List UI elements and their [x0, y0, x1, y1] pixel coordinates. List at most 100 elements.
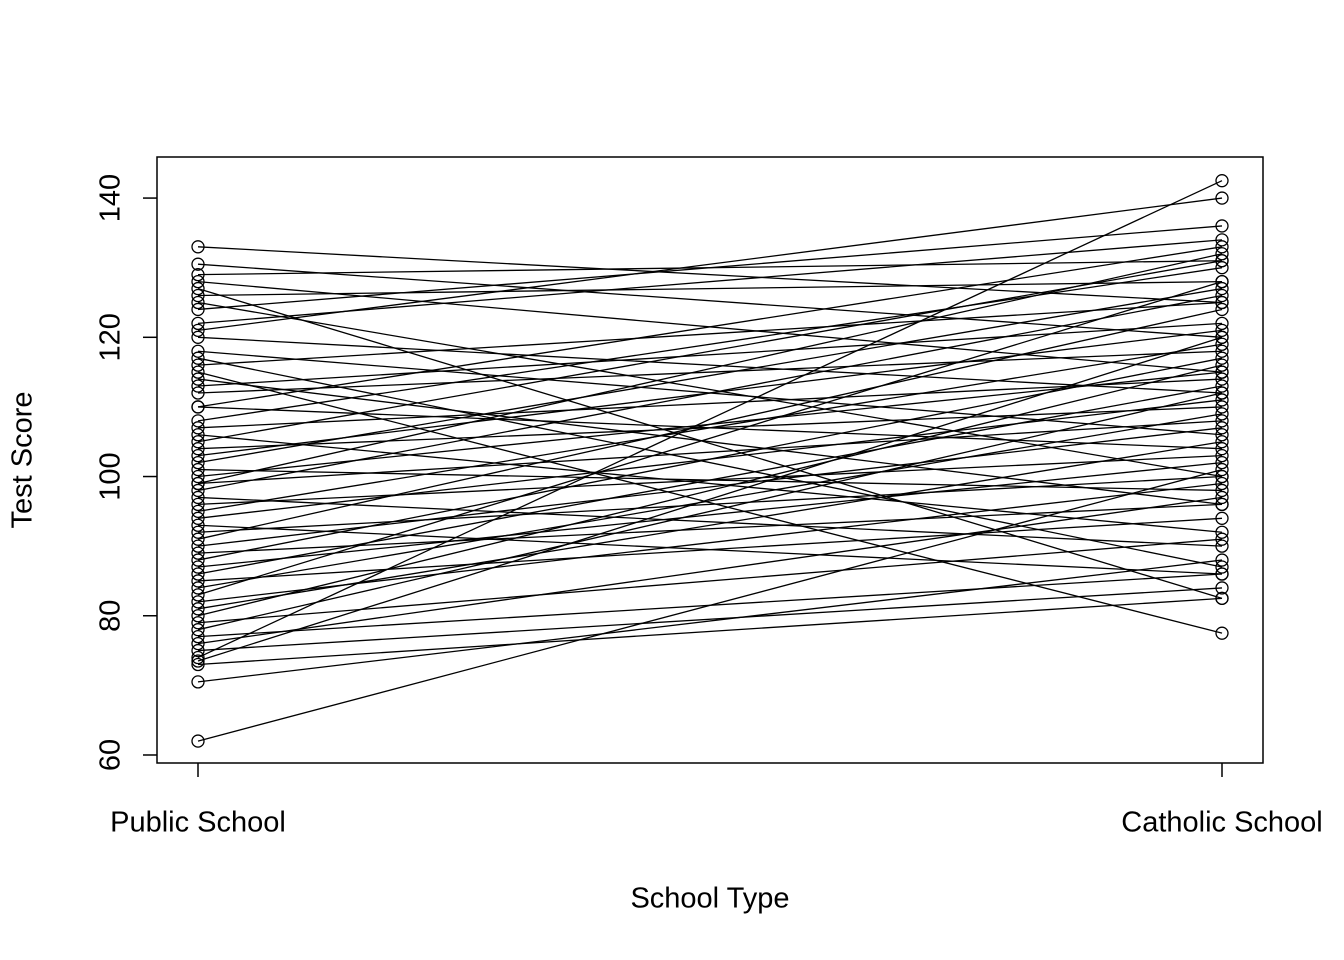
- point: [191, 442, 205, 456]
- series-line: [197, 357, 1223, 568]
- y-tick-label: 140: [95, 174, 127, 222]
- series-line: [197, 538, 1223, 624]
- point: [1215, 462, 1229, 477]
- x-tick-label: Catholic School: [1121, 807, 1323, 839]
- series-line: [197, 378, 1223, 506]
- point: [1215, 532, 1229, 546]
- point: [191, 240, 205, 254]
- y-tick-label: 60: [95, 739, 127, 771]
- point: [191, 372, 205, 386]
- point: [191, 567, 205, 581]
- point: [191, 525, 205, 539]
- point: [1215, 240, 1229, 254]
- y-tick-label: 80: [95, 600, 127, 632]
- point: [191, 636, 205, 651]
- series-line: [197, 225, 1223, 311]
- point: [191, 553, 205, 567]
- point: [1215, 254, 1229, 268]
- point: [1215, 442, 1229, 456]
- point: [1215, 379, 1229, 393]
- point: [191, 609, 205, 623]
- series-line: [197, 267, 1223, 422]
- series-line: [197, 180, 1223, 659]
- series-line: [197, 253, 1223, 485]
- series-line: [197, 322, 1223, 387]
- x-axis-label: School Type: [630, 883, 789, 915]
- point: [1215, 295, 1229, 310]
- point: [1215, 323, 1229, 337]
- point: [191, 351, 205, 365]
- series-line: [197, 343, 1223, 512]
- point: [191, 323, 205, 337]
- point: [191, 344, 205, 358]
- point: [191, 497, 205, 512]
- series-line: [197, 357, 1223, 561]
- series-line: [197, 587, 1223, 652]
- point: [191, 511, 205, 525]
- series-line: [197, 287, 1223, 599]
- point: [1215, 233, 1229, 247]
- series-line: [197, 517, 1223, 582]
- point: [191, 734, 205, 748]
- series-line: [197, 336, 1223, 662]
- point: [1215, 302, 1229, 317]
- point: [191, 428, 205, 442]
- point: [191, 448, 205, 463]
- point: [1215, 539, 1229, 553]
- series-line: [197, 263, 1223, 338]
- point: [1215, 365, 1229, 379]
- point: [191, 490, 205, 505]
- point: [191, 414, 205, 428]
- series-line: [197, 364, 1223, 617]
- point: [191, 616, 205, 630]
- point: [1215, 219, 1229, 233]
- point: [1215, 337, 1229, 351]
- point: [1215, 455, 1229, 470]
- point: [191, 400, 205, 414]
- point: [1215, 626, 1229, 640]
- point: [191, 257, 205, 271]
- point: [1215, 344, 1229, 358]
- point: [1215, 428, 1229, 442]
- point: [191, 581, 205, 595]
- point: [1215, 490, 1229, 505]
- point: [1215, 497, 1229, 512]
- series-line: [197, 441, 1223, 610]
- series-line: [197, 475, 1223, 533]
- point: [1215, 372, 1229, 386]
- point: [1215, 483, 1229, 498]
- point: [1215, 330, 1229, 344]
- point: [191, 629, 205, 644]
- point: [191, 643, 205, 658]
- point: [1215, 386, 1229, 400]
- point: [1215, 393, 1229, 407]
- point: [191, 650, 205, 665]
- point: [1215, 560, 1229, 574]
- point: [191, 654, 205, 668]
- point: [191, 365, 205, 379]
- point: [1215, 553, 1229, 567]
- point: [1215, 421, 1229, 435]
- point: [1215, 174, 1229, 188]
- point: [1215, 591, 1229, 606]
- point: [1215, 407, 1229, 421]
- point: [191, 483, 205, 498]
- point: [1215, 358, 1229, 372]
- series-line: [197, 392, 1223, 631]
- series-line: [197, 280, 1223, 297]
- series-line: [197, 371, 1223, 634]
- series-line: [197, 496, 1223, 547]
- point: [1215, 476, 1229, 491]
- series-line: [197, 239, 1223, 325]
- point: [1215, 288, 1229, 303]
- point: [191, 330, 205, 344]
- series-line: [197, 287, 1223, 464]
- series-line: [197, 413, 1223, 589]
- y-tick-label: 120: [95, 313, 127, 361]
- point: [191, 274, 205, 289]
- series-line: [197, 260, 1223, 443]
- point: [1215, 191, 1229, 205]
- point: [191, 295, 205, 310]
- point: [1215, 511, 1229, 525]
- series-line: [197, 301, 1223, 366]
